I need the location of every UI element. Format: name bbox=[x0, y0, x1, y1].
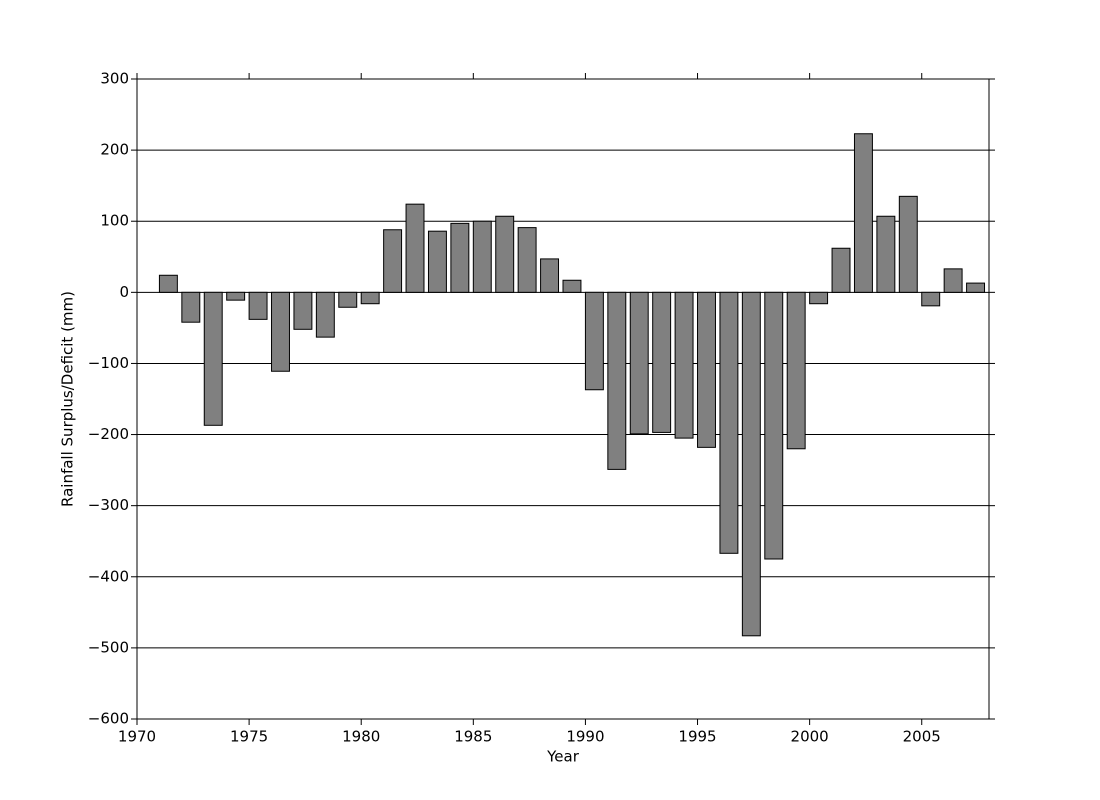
bar bbox=[181, 291, 201, 323]
bar bbox=[427, 230, 447, 293]
y-tick-label: 200 bbox=[100, 141, 129, 159]
bar bbox=[697, 291, 716, 448]
y-tick-label: 0 bbox=[119, 283, 129, 301]
bar bbox=[405, 203, 425, 293]
bar bbox=[966, 282, 986, 293]
bar bbox=[158, 274, 178, 293]
x-tick-label: 1995 bbox=[678, 728, 716, 746]
bar bbox=[719, 291, 739, 554]
bar bbox=[898, 195, 918, 293]
plot-frame bbox=[136, 78, 990, 720]
bar bbox=[584, 291, 604, 391]
bar bbox=[472, 220, 492, 293]
y-tick-label: −200 bbox=[88, 425, 129, 443]
bar bbox=[809, 291, 829, 305]
bar bbox=[450, 222, 470, 293]
y-tick-label: 300 bbox=[100, 70, 129, 88]
bar bbox=[338, 291, 358, 308]
x-tick-label: 1970 bbox=[118, 728, 156, 746]
bar bbox=[226, 291, 246, 301]
x-tick-label: 2005 bbox=[903, 728, 941, 746]
y-tick-label: −600 bbox=[88, 710, 129, 728]
y-tick-label: 100 bbox=[100, 212, 129, 230]
bar bbox=[876, 215, 896, 293]
bar bbox=[517, 227, 537, 293]
x-tick-label: 2000 bbox=[791, 728, 829, 746]
bar bbox=[831, 247, 851, 293]
bar bbox=[629, 291, 649, 435]
bar bbox=[271, 291, 290, 372]
x-tick-label: 1985 bbox=[454, 728, 492, 746]
y-tick-label: −500 bbox=[88, 638, 129, 656]
bar bbox=[921, 291, 941, 307]
bar bbox=[203, 291, 223, 426]
bar bbox=[383, 229, 403, 293]
bar bbox=[540, 258, 560, 293]
bar bbox=[943, 268, 963, 293]
bar bbox=[741, 291, 761, 637]
bar bbox=[562, 279, 582, 293]
y-axis-label: Rainfall Surplus/Deficit (mm) bbox=[59, 291, 77, 507]
y-tick-label: −300 bbox=[88, 496, 129, 514]
bar bbox=[495, 215, 515, 293]
bar bbox=[853, 133, 873, 293]
bar bbox=[652, 291, 672, 433]
bar bbox=[764, 291, 784, 560]
x-tick-label: 1975 bbox=[230, 728, 268, 746]
bar bbox=[248, 291, 268, 320]
bar bbox=[360, 291, 380, 305]
bar bbox=[315, 291, 335, 338]
bar bbox=[607, 291, 627, 470]
y-tick-label: −100 bbox=[88, 354, 129, 372]
bar bbox=[293, 291, 313, 330]
x-tick-label: 1980 bbox=[342, 728, 380, 746]
y-tick-label: −400 bbox=[88, 567, 129, 585]
x-tick-label: 1990 bbox=[566, 728, 604, 746]
x-axis-label: Year bbox=[546, 748, 580, 766]
bar bbox=[786, 291, 806, 450]
bar bbox=[674, 291, 694, 439]
